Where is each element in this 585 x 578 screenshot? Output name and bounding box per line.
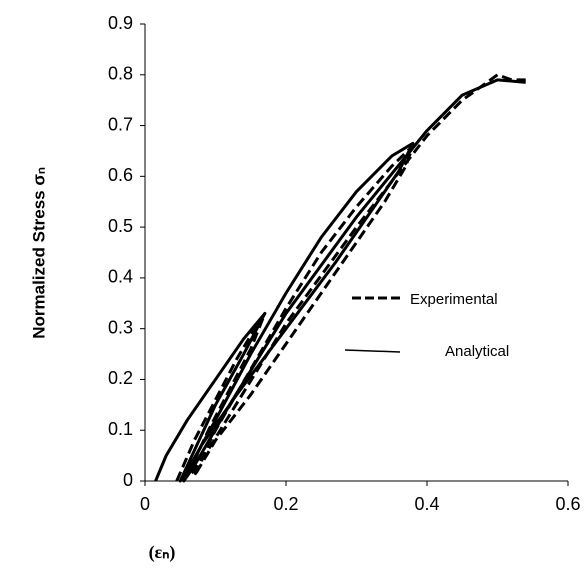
legend-label: Experimental <box>410 291 498 308</box>
x-tick-label: 0 <box>140 494 150 514</box>
y-tick-label: 0.2 <box>108 368 133 388</box>
x-tick-label: 0.4 <box>414 494 439 514</box>
x-tick-label: 0.2 <box>273 494 298 514</box>
y-axis-label: Normalized Stress σₙ <box>29 167 48 339</box>
y-tick-label: 0.1 <box>108 419 133 439</box>
legend-swatch <box>344 349 401 353</box>
y-tick-label: 0.3 <box>108 317 133 337</box>
x-tick-label: 0.6 <box>555 494 580 514</box>
y-tick-label: 0.8 <box>108 64 133 84</box>
legend-label: Analytical <box>445 343 509 360</box>
series-line <box>175 73 526 482</box>
y-tick-label: 0.6 <box>108 165 133 185</box>
y-tick-label: 0.5 <box>108 216 133 236</box>
x-axis-label: (εₙ) <box>149 542 176 563</box>
y-tick-label: 0.9 <box>108 13 133 33</box>
series-line <box>154 78 526 483</box>
y-tick-label: 0 <box>123 470 133 490</box>
y-tick-label: 0.7 <box>108 114 133 134</box>
y-tick-label: 0.4 <box>108 267 133 287</box>
